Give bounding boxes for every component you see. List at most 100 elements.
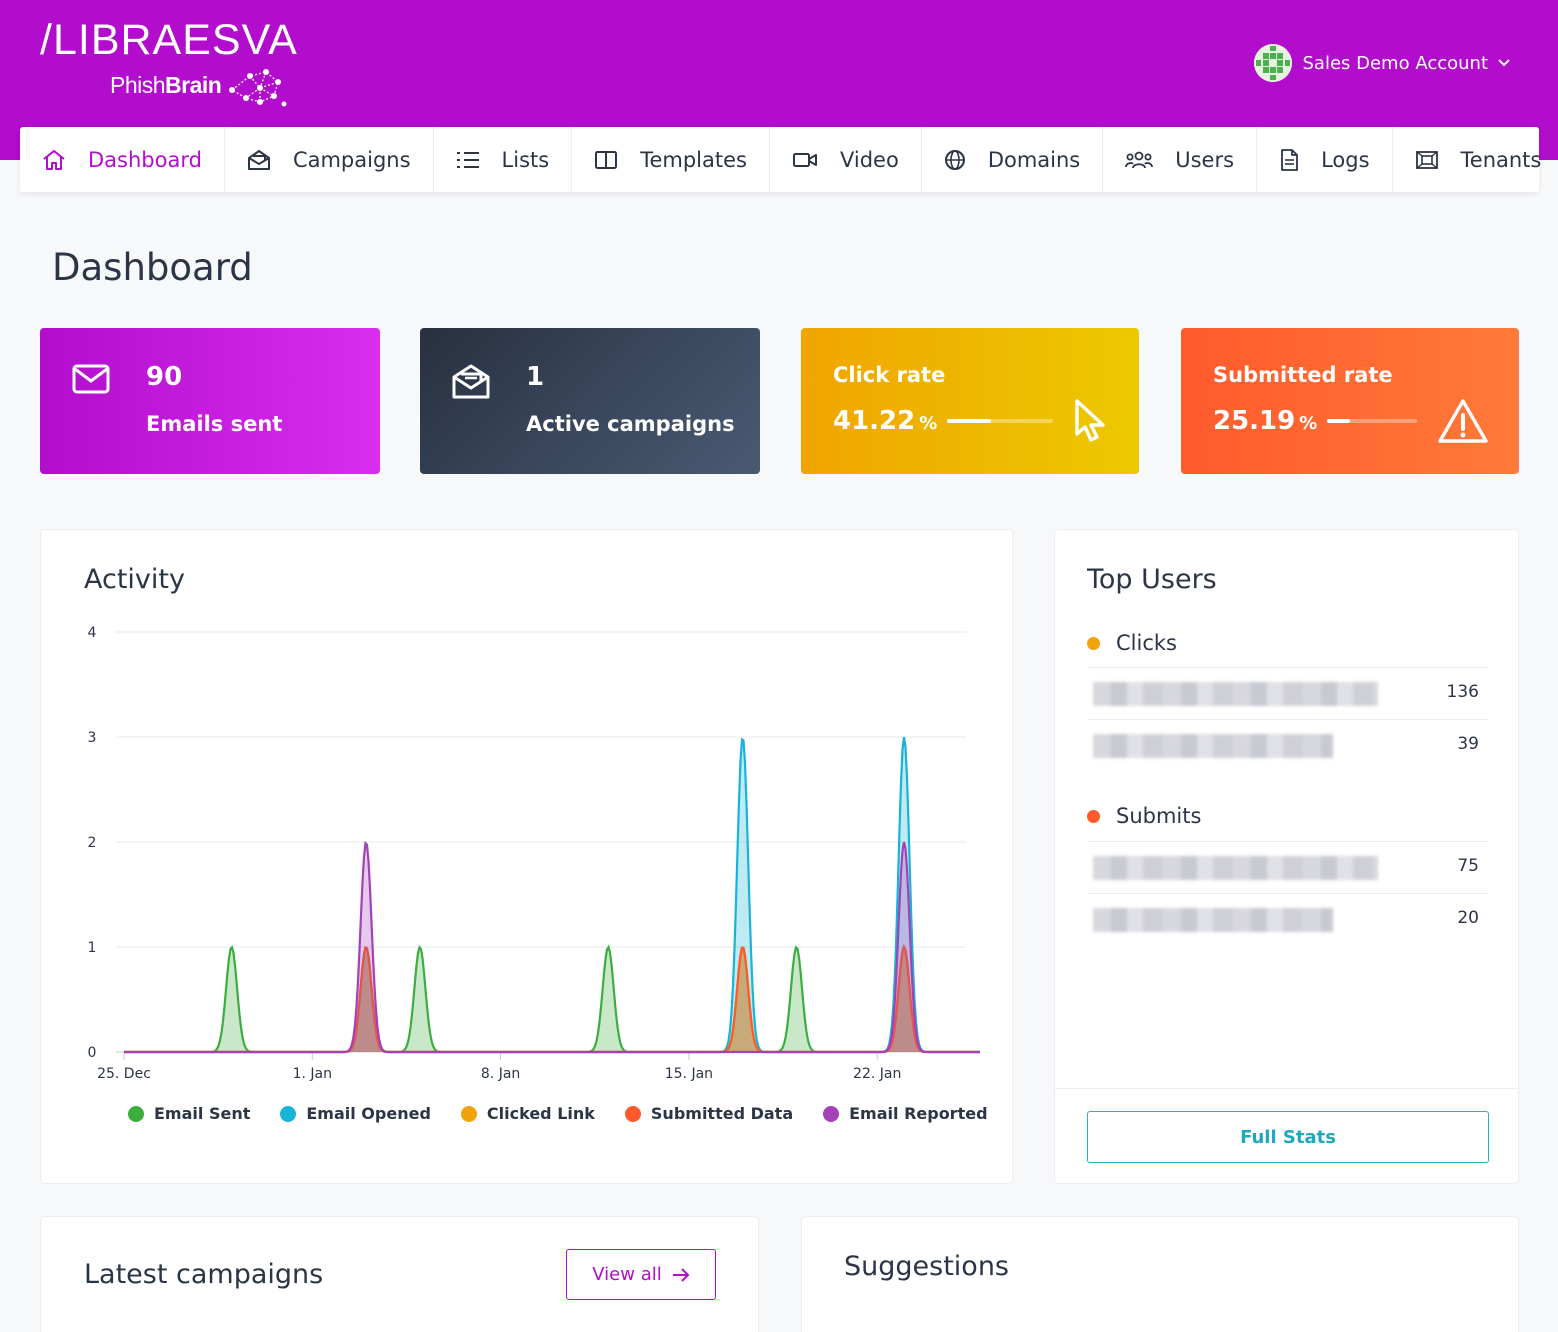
active-campaigns-label: Active campaigns [526,412,735,436]
series-area [124,947,980,1052]
user-click-count: 39 [1457,734,1479,754]
series-area [124,947,980,1052]
nav-users[interactable]: Users [1103,127,1258,192]
series-line[interactable] [124,840,980,1054]
click-rate-progress-fill [947,419,991,423]
legend-item[interactable]: Email Opened [280,1104,431,1123]
click-rate-title: Click rate [833,363,946,387]
legend-label: Email Sent [154,1104,251,1123]
brand-logo[interactable]: /LIBRAESVA PhishBrain [40,16,298,107]
y-tick-label: 4 [88,625,97,641]
activity-title: Activity [84,564,185,595]
submits-dot [1087,809,1100,823]
list-item[interactable]: 20 [1087,893,1489,945]
submits-section-label: Submits [1087,804,1201,828]
nav-video[interactable]: Video [770,127,922,192]
tenants-icon [1415,150,1438,169]
series-line[interactable] [124,736,980,1054]
list-icon [456,151,479,168]
series-line[interactable] [124,944,980,1054]
brand-name: /LIBRAESVA [40,16,298,64]
x-tick-label: 22. Jan [853,1066,901,1082]
stat-click-rate[interactable]: Click rate 41.22% [801,328,1139,474]
account-name: Sales Demo Account [1302,52,1488,74]
avatar [1254,44,1293,82]
home-icon [43,149,65,170]
nav-logs[interactable]: Logs [1257,127,1393,192]
view-all-button[interactable]: View all [566,1249,716,1300]
clicks-dot [1087,636,1100,650]
top-users-card: Top Users Clicks 136 39 Submits 75 20 Fu… [1054,529,1519,1184]
submitted-rate-progress-fill [1327,419,1350,423]
activity-chart: 0 1 2 3 4 25. Dec 1. Jan 8. Jan 15. Jan 22. Jan [88,625,980,1082]
globe-icon [944,149,965,170]
avatar-pattern-icon [1254,44,1293,82]
series-line[interactable] [124,944,980,1054]
redacted-user-name [1093,856,1378,880]
legend-dot [624,1105,641,1122]
warning-icon [1438,399,1488,443]
redacted-user-name [1093,734,1333,758]
legend-item[interactable]: Email Sent [128,1104,250,1123]
nav-tenants[interactable]: Tenants [1393,127,1558,192]
user-submit-count: 20 [1457,908,1479,928]
list-item[interactable]: 75 [1087,841,1489,893]
nav-dashboard[interactable]: Dashboard [20,127,225,192]
x-tick-label: 8. Jan [481,1066,520,1082]
suggestions-title: Suggestions [844,1251,1009,1282]
legend-label: Email Reported [849,1104,988,1123]
emails-sent-value: 90 [146,362,183,392]
product-name: PhishBrain [110,72,222,98]
stat-submitted-rate[interactable]: Submitted rate 25.19% [1181,328,1519,474]
legend-dot [128,1105,144,1122]
redacted-user-name [1093,682,1378,706]
click-rate-progress [947,419,1053,423]
submitted-rate-title: Submitted rate [1213,363,1393,387]
clicks-section-label: Clicks [1087,631,1177,655]
nav-templates[interactable]: Templates [572,127,770,192]
legend-item[interactable]: Email Reported [823,1104,988,1123]
list-item[interactable]: 136 [1087,667,1489,719]
page-title: Dashboard [52,246,253,289]
video-icon [792,152,817,167]
card-divider [1055,1088,1518,1089]
activity-card: Activity [40,529,1013,1184]
legend-item[interactable]: Clicked Link [460,1104,595,1123]
users-icon [1125,151,1154,168]
submitted-rate-value: 25.19% [1213,406,1318,436]
y-tick-label: 1 [88,940,97,956]
y-tick-label: 2 [88,835,97,851]
envelope-icon [72,364,110,394]
full-stats-button[interactable]: Full Stats [1087,1111,1489,1163]
x-tick-label: 25. Dec [97,1066,151,1082]
stat-active-campaigns[interactable]: 1 Active campaigns [420,328,760,474]
nav-lists[interactable]: Lists [434,127,573,192]
user-click-count: 136 [1446,682,1479,702]
submitted-rate-progress [1327,419,1417,423]
legend-item[interactable]: Submitted Data [624,1104,794,1123]
user-submit-count: 75 [1457,856,1479,876]
cursor-pointer-icon [1075,399,1105,442]
network-icon [229,69,287,107]
list-item[interactable]: 39 [1087,719,1489,771]
click-rate-value: 41.22% [833,406,938,436]
top-users-title: Top Users [1087,564,1217,595]
series-line[interactable] [124,944,980,1054]
series-area [124,842,980,1052]
nav-domains[interactable]: Domains [922,127,1104,192]
legend-dot [280,1105,297,1122]
legend-label: Email Opened [306,1104,431,1123]
active-campaigns-value: 1 [526,362,545,392]
legend-label: Clicked Link [486,1104,595,1123]
envelope-open-icon [452,364,490,399]
arrow-right-icon [672,1267,690,1282]
nav-campaigns[interactable]: Campaigns [225,127,434,192]
latest-campaigns-card: Latest campaigns View all [40,1216,759,1332]
activity-legend: Email Sent Email Opened Clicked Link Submit… [128,1104,1018,1123]
stat-emails-sent[interactable]: 90 Emails sent [40,328,380,474]
account-menu[interactable]: Sales Demo Account [1254,44,1510,82]
legend-label: Submitted Data [650,1104,794,1123]
chevron-down-icon [1498,59,1510,67]
columns-icon [595,150,618,169]
main-nav: Dashboard Campaigns Lists Templates Vide… [20,127,1541,192]
